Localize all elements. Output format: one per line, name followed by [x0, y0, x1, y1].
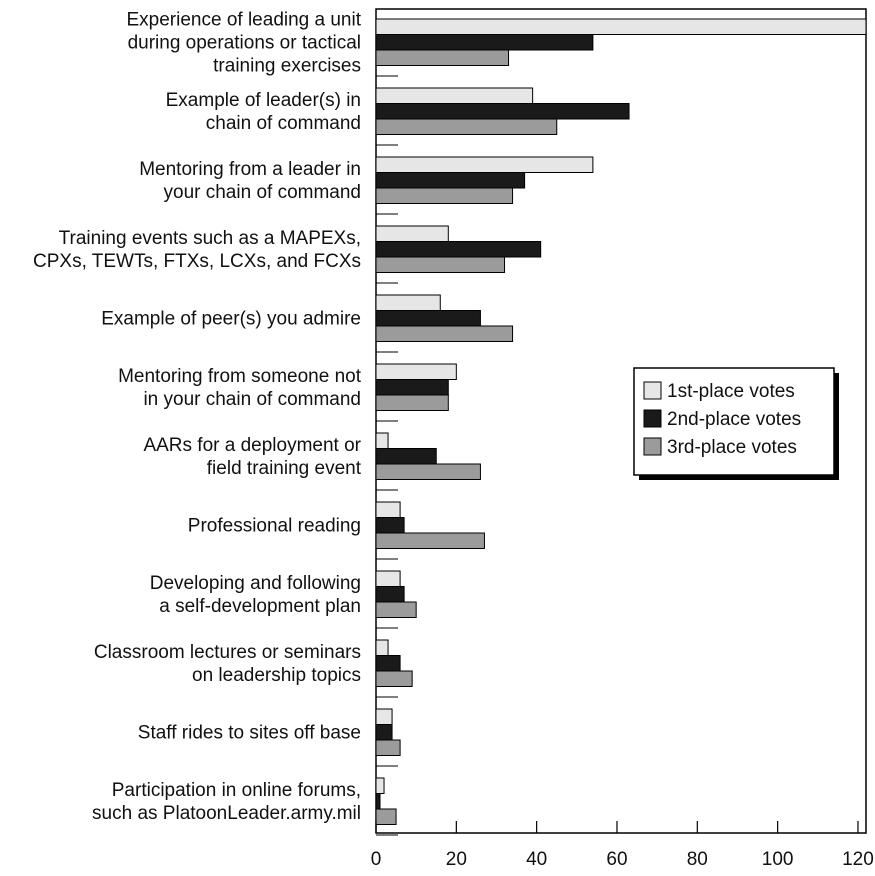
bar — [375, 532, 485, 549]
category-label: Experience of leading a unit during opera… — [127, 9, 362, 76]
bar — [375, 670, 413, 687]
bar — [375, 777, 385, 794]
category-label: Mentoring from a leader in your chain of … — [139, 159, 361, 203]
bar — [375, 517, 405, 534]
x-tick-label: 120 — [842, 849, 874, 870]
category-labels: Experience of leading a unit during opera… — [33, 9, 362, 824]
bar — [375, 34, 594, 51]
legend-label: 1st-place votes — [667, 381, 795, 402]
legend-label: 2nd-place votes — [667, 409, 801, 430]
category-label: Example of leader(s) in chain of command — [166, 90, 361, 134]
x-tick-label: 80 — [687, 849, 708, 870]
category-label: Developing and following a self-developme… — [150, 573, 361, 617]
bar — [375, 570, 401, 587]
bar — [375, 432, 389, 449]
bar — [375, 586, 405, 603]
x-tick-label: 40 — [526, 849, 547, 870]
bar — [375, 294, 441, 311]
legend-swatch — [643, 409, 662, 428]
bar — [375, 394, 449, 411]
bar — [375, 793, 381, 810]
bar — [375, 118, 558, 135]
bar — [375, 379, 449, 396]
category-label: Training events such as a MAPEXs, CPXs, T… — [33, 228, 361, 272]
bar — [375, 724, 393, 741]
bar — [375, 49, 510, 66]
bar — [375, 87, 534, 104]
bar — [375, 325, 514, 342]
x-tick-label: 0 — [371, 849, 382, 870]
category-label: Classroom lectures or seminars on leaders… — [94, 642, 361, 686]
bar — [375, 241, 542, 258]
bar — [375, 655, 401, 672]
bar — [375, 463, 481, 480]
x-axis: 0 20 40 60 80 100 120 — [371, 821, 874, 870]
category-label: Example of peer(s) you admire — [101, 308, 361, 329]
bar — [375, 156, 594, 173]
category-label: Participation in online forums, such as P… — [92, 780, 361, 824]
category-label: Staff rides to sites off base — [138, 722, 361, 743]
category-label: Mentoring from someone not in your chain … — [118, 366, 362, 410]
legend: 1st-place votes 2nd-place votes 3rd-place … — [633, 367, 839, 480]
bar — [375, 639, 389, 656]
bar — [375, 103, 630, 120]
legend-box — [633, 367, 835, 476]
bar — [375, 256, 506, 273]
legend-swatch — [643, 437, 662, 456]
bar — [375, 501, 401, 518]
bar — [375, 172, 526, 189]
bar — [375, 601, 417, 618]
bar — [375, 708, 393, 725]
bar — [375, 363, 457, 380]
x-tick-label: 60 — [606, 849, 627, 870]
bar — [375, 225, 449, 242]
bar — [375, 739, 401, 756]
bar — [375, 808, 397, 825]
legend-label: 3rd-place votes — [667, 437, 797, 458]
x-tick-label: 20 — [446, 849, 467, 870]
bar — [375, 187, 514, 204]
bar — [375, 448, 437, 465]
bar — [375, 310, 481, 327]
category-label: Professional reading — [188, 515, 361, 536]
bar — [375, 18, 867, 35]
legend-swatch — [643, 381, 662, 400]
x-tick-label: 100 — [762, 849, 794, 870]
category-label: AARs for a deployment or field training e… — [143, 435, 361, 479]
bars-layer — [375, 18, 867, 836]
